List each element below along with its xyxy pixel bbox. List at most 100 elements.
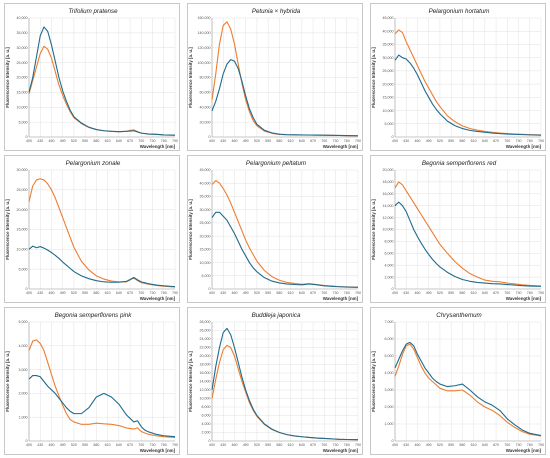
- chart-title: Begonia semperflorens pink: [55, 312, 133, 319]
- x-axis-label: Wavelength [nm]: [323, 448, 359, 453]
- x-tick-label: 640: [482, 139, 488, 143]
- x-tick-label: 490: [426, 291, 432, 295]
- x-tick-label: 640: [116, 291, 122, 295]
- y-tick-label: 24,000: [200, 337, 211, 341]
- chart-panel: Petunia × hybrida 0 20,000 40,000 60,000 80,0…: [187, 3, 363, 151]
- y-tick-label: 6,000: [202, 414, 211, 418]
- x-tick-label: 580: [276, 291, 282, 295]
- x-tick-label: 460: [231, 139, 237, 143]
- chart-svg: Pelargonium hortatum 0 5,000 10,000 15,000 20…: [371, 8, 544, 149]
- x-tick-label: 760: [161, 291, 167, 295]
- chart-panel: Begonia semperflorens pink 0 1,000 2,000 3,0…: [4, 307, 180, 455]
- x-tick-label: 610: [288, 139, 294, 143]
- x-tick-label: 730: [150, 291, 156, 295]
- x-tick-label: 760: [344, 291, 350, 295]
- x-tick-label: 550: [82, 291, 88, 295]
- series-line-blue: [211, 211, 359, 288]
- y-axis-label: Fluorescence Intensity [a. u.]: [188, 47, 193, 108]
- x-tick-label: 730: [333, 443, 339, 447]
- x-tick-label: 430: [37, 291, 43, 295]
- x-tick-label: 640: [116, 139, 122, 143]
- y-tick-label: 12,000: [200, 388, 211, 392]
- x-tick-label: 760: [161, 139, 167, 143]
- x-tick-label: 610: [471, 443, 477, 447]
- x-axis-label: Wavelength [nm]: [323, 296, 359, 301]
- x-tick-label: 640: [299, 139, 305, 143]
- x-tick-label: 670: [493, 291, 499, 295]
- y-tick-label: 45,000: [383, 16, 394, 20]
- x-tick-label: 550: [448, 291, 454, 295]
- x-tick-label: 460: [231, 443, 237, 447]
- x-tick-label: 520: [437, 139, 443, 143]
- x-tick-label: 520: [71, 139, 77, 143]
- x-tick-label: 730: [150, 139, 156, 143]
- y-tick-label: 20,000: [200, 354, 211, 358]
- x-tick-label: 610: [471, 139, 477, 143]
- y-axis-label: Fluorescence Intensity [a. u.]: [5, 199, 10, 260]
- y-axis-label: Fluorescence Intensity [a. u.]: [371, 351, 376, 412]
- x-tick-label: 400: [392, 139, 398, 143]
- y-tick-label: 15,000: [200, 248, 211, 252]
- y-tick-label: 14,000: [383, 204, 394, 208]
- x-tick-label: 610: [105, 139, 111, 143]
- x-tick-label: 790: [172, 291, 178, 295]
- x-tick-label: 430: [403, 443, 409, 447]
- y-tick-label: 5,000: [19, 320, 28, 324]
- y-tick-label: 0: [209, 287, 211, 291]
- x-tick-label: 760: [527, 291, 533, 295]
- y-tick-label: 1,000: [385, 422, 394, 426]
- y-tick-label: 35,000: [200, 195, 211, 199]
- x-tick-label: 760: [527, 139, 533, 143]
- x-tick-label: 670: [493, 139, 499, 143]
- x-tick-label: 700: [504, 139, 510, 143]
- y-tick-label: 160,000: [198, 16, 211, 20]
- x-tick-label: 700: [504, 443, 510, 447]
- x-tick-label: 730: [150, 443, 156, 447]
- y-tick-label: 0: [209, 439, 211, 443]
- x-tick-label: 790: [172, 139, 178, 143]
- x-tick-label: 490: [426, 139, 432, 143]
- y-tick-label: 18,000: [383, 180, 394, 184]
- y-tick-label: 20,000: [17, 208, 28, 212]
- x-tick-label: 430: [403, 139, 409, 143]
- series-line-orange: [28, 339, 176, 438]
- x-tick-label: 520: [437, 291, 443, 295]
- series-line-orange: [211, 344, 359, 441]
- x-tick-label: 550: [265, 291, 271, 295]
- series-line-blue: [28, 26, 176, 136]
- x-tick-label: 730: [516, 139, 522, 143]
- x-tick-label: 550: [265, 139, 271, 143]
- y-tick-label: 5,000: [202, 274, 211, 278]
- x-tick-label: 550: [448, 139, 454, 143]
- x-tick-label: 520: [254, 139, 260, 143]
- x-tick-label: 640: [299, 443, 305, 447]
- y-tick-label: 30,000: [17, 46, 28, 50]
- x-tick-label: 700: [321, 291, 327, 295]
- x-tick-label: 670: [127, 443, 133, 447]
- chart-svg: Trifolium pratense 0 5,000 10,000 15,000 20,0…: [5, 8, 178, 149]
- series-line-orange: [28, 45, 176, 136]
- y-tick-label: 120,000: [198, 46, 211, 50]
- y-tick-label: 35,000: [383, 43, 394, 47]
- x-tick-label: 400: [209, 291, 215, 295]
- series-line-orange: [211, 21, 359, 137]
- x-tick-label: 640: [482, 443, 488, 447]
- x-tick-label: 550: [448, 443, 454, 447]
- y-tick-label: 0: [209, 135, 211, 139]
- y-tick-label: 10,000: [17, 248, 28, 252]
- y-tick-label: 10,000: [200, 397, 211, 401]
- x-tick-label: 430: [37, 139, 43, 143]
- y-tick-label: 12,000: [383, 216, 394, 220]
- y-tick-label: 20,000: [200, 234, 211, 238]
- x-tick-label: 730: [516, 291, 522, 295]
- x-tick-label: 490: [60, 139, 66, 143]
- x-tick-label: 730: [516, 443, 522, 447]
- x-tick-label: 550: [265, 443, 271, 447]
- y-tick-label: 10,000: [383, 228, 394, 232]
- x-tick-label: 730: [333, 291, 339, 295]
- y-tick-label: 6,000: [385, 337, 394, 341]
- y-tick-label: 0: [392, 287, 394, 291]
- y-tick-label: 20,000: [383, 82, 394, 86]
- x-tick-label: 670: [310, 139, 316, 143]
- y-tick-label: 5,000: [19, 120, 28, 124]
